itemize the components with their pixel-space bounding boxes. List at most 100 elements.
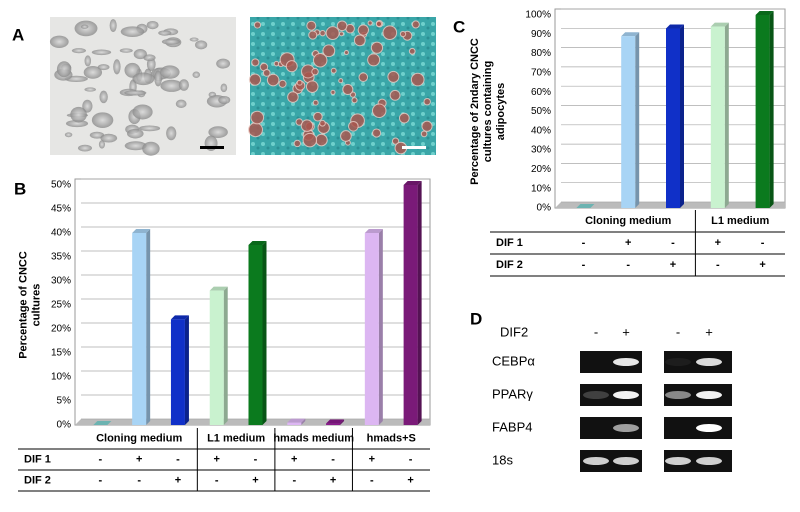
bar-top <box>93 421 112 425</box>
y-tick-label: 15% <box>51 348 71 359</box>
lipid-cell <box>251 58 260 67</box>
y-tick-label: 45% <box>51 204 71 215</box>
gel-box <box>580 417 642 439</box>
cell <box>218 95 231 104</box>
lipid-cell <box>312 52 328 68</box>
y-axis-label: Percentage of CNCCcultures <box>17 251 42 359</box>
cell <box>91 112 114 128</box>
gel-band <box>696 424 722 432</box>
bar <box>287 422 302 425</box>
y-tick-label: 50% <box>531 106 551 117</box>
table-cell: + <box>330 474 336 486</box>
group-label: hmads+S <box>367 432 416 444</box>
lipid-cell <box>311 67 319 76</box>
cell <box>195 40 208 50</box>
table-cell: - <box>582 237 586 249</box>
row-label: DIF 2 <box>24 474 51 486</box>
cell <box>124 90 147 96</box>
y-tick-label: 60% <box>531 87 551 98</box>
table-cell: + <box>369 453 375 465</box>
lipid-cell <box>253 21 262 29</box>
gel-band <box>696 358 722 366</box>
lipid-cell <box>319 119 326 127</box>
lipid-cell <box>296 79 303 86</box>
bar-top <box>209 286 228 291</box>
gel-row-label: 18s <box>492 452 513 467</box>
row-label: DIF 1 <box>24 453 51 465</box>
lipid-cell <box>351 97 358 104</box>
cell <box>192 71 201 79</box>
y-axis-label: Percentage of 2ndary CNCCcultures contai… <box>469 38 507 185</box>
lane-label: - <box>676 324 680 339</box>
gel-band <box>613 358 639 366</box>
lipid-cell <box>248 122 263 138</box>
bar <box>132 233 147 425</box>
group-label: Cloning medium <box>585 215 671 227</box>
panel-letter: A <box>12 25 24 44</box>
lipid-cell <box>408 47 416 55</box>
row-label: DIF 1 <box>496 237 523 249</box>
table-cell: + <box>759 259 765 271</box>
table-cell: - <box>409 453 413 465</box>
cell <box>71 48 86 54</box>
table-cell: - <box>626 259 630 271</box>
lipid-cell <box>262 68 271 77</box>
cell <box>77 144 92 152</box>
y-tick-label: 50% <box>51 180 71 191</box>
cell <box>160 65 180 79</box>
bar <box>755 15 770 208</box>
cell <box>84 87 97 92</box>
lipid-cell <box>338 78 344 84</box>
bar-side <box>378 229 383 425</box>
cell <box>178 79 189 91</box>
gel-row-label: FABP4 <box>492 419 532 434</box>
lipid-cell <box>421 120 433 132</box>
cell <box>143 54 156 62</box>
gel-band <box>613 391 639 399</box>
lipid-cell <box>343 50 349 56</box>
table-cell: + <box>407 474 413 486</box>
y-tick-label: 0% <box>537 203 552 214</box>
lipid-cell <box>371 103 387 119</box>
lipid-cell <box>387 70 400 83</box>
micrograph-right <box>248 17 436 155</box>
table-cell: - <box>331 453 335 465</box>
bar-top <box>287 418 306 423</box>
lipid-cell <box>398 112 410 124</box>
lipid-cell <box>389 89 401 101</box>
bar <box>364 233 379 425</box>
cell <box>70 106 87 123</box>
cell <box>84 55 92 67</box>
table-cell: - <box>215 474 219 486</box>
gel-band <box>665 358 691 366</box>
table-cell: - <box>137 474 141 486</box>
y-tick-label: 20% <box>531 164 551 175</box>
cell <box>119 48 133 53</box>
y-tick-label: 25% <box>51 300 71 311</box>
lane-label: + <box>622 324 630 339</box>
cell <box>64 132 73 138</box>
cell <box>142 141 160 156</box>
cell <box>49 35 69 48</box>
cell <box>160 79 183 92</box>
cell <box>82 99 93 113</box>
bar-side <box>146 229 151 425</box>
gel-band <box>665 391 691 399</box>
lipid-cell <box>305 80 319 93</box>
cell <box>124 141 147 151</box>
lipid-cell <box>313 111 323 122</box>
table-cell: - <box>716 259 720 271</box>
bar-side <box>184 315 189 425</box>
y-tick-label: 40% <box>531 125 551 136</box>
bar-side <box>680 24 684 209</box>
gel-band <box>613 424 639 432</box>
cell <box>132 72 155 86</box>
y-tick-label: 70% <box>531 68 551 79</box>
bar <box>666 28 680 209</box>
lipid-cell <box>358 72 369 83</box>
lipid-cell <box>399 30 407 38</box>
cell <box>97 64 110 71</box>
table-cell: - <box>582 259 586 271</box>
table-cell: + <box>252 474 258 486</box>
cell <box>91 49 112 56</box>
